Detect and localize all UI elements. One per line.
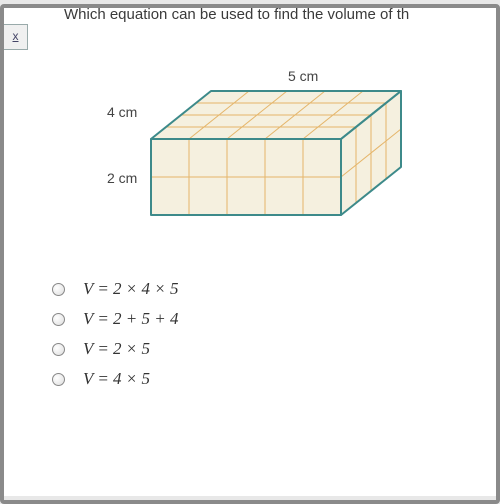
radio-icon[interactable]	[52, 373, 65, 386]
svg-text:4 cm: 4 cm	[107, 104, 137, 120]
answer-list: V = 2 × 4 × 5 V = 2 + 5 + 4 V = 2 × 5 V …	[52, 279, 496, 389]
option-label: V = 2 + 5 + 4	[83, 309, 179, 329]
option-row[interactable]: V = 2 × 5	[52, 339, 496, 359]
radio-icon[interactable]	[52, 283, 65, 296]
option-row[interactable]: V = 2 × 4 × 5	[52, 279, 496, 299]
option-row[interactable]: V = 4 × 5	[52, 369, 496, 389]
prism-figure: 5 cm 4 cm 2 cm	[85, 45, 415, 245]
question-text: Which equation can be used to find the v…	[4, 4, 496, 23]
radio-icon[interactable]	[52, 313, 65, 326]
figure-container: 5 cm 4 cm 2 cm	[4, 45, 496, 245]
option-label: V = 4 × 5	[83, 369, 150, 389]
svg-text:2 cm: 2 cm	[107, 170, 137, 186]
radio-icon[interactable]	[52, 343, 65, 356]
option-label: V = 2 × 4 × 5	[83, 279, 179, 299]
math-tool-button[interactable]: x	[4, 24, 28, 50]
option-label: V = 2 × 5	[83, 339, 150, 359]
option-row[interactable]: V = 2 + 5 + 4	[52, 309, 496, 329]
svg-text:5 cm: 5 cm	[288, 68, 318, 84]
